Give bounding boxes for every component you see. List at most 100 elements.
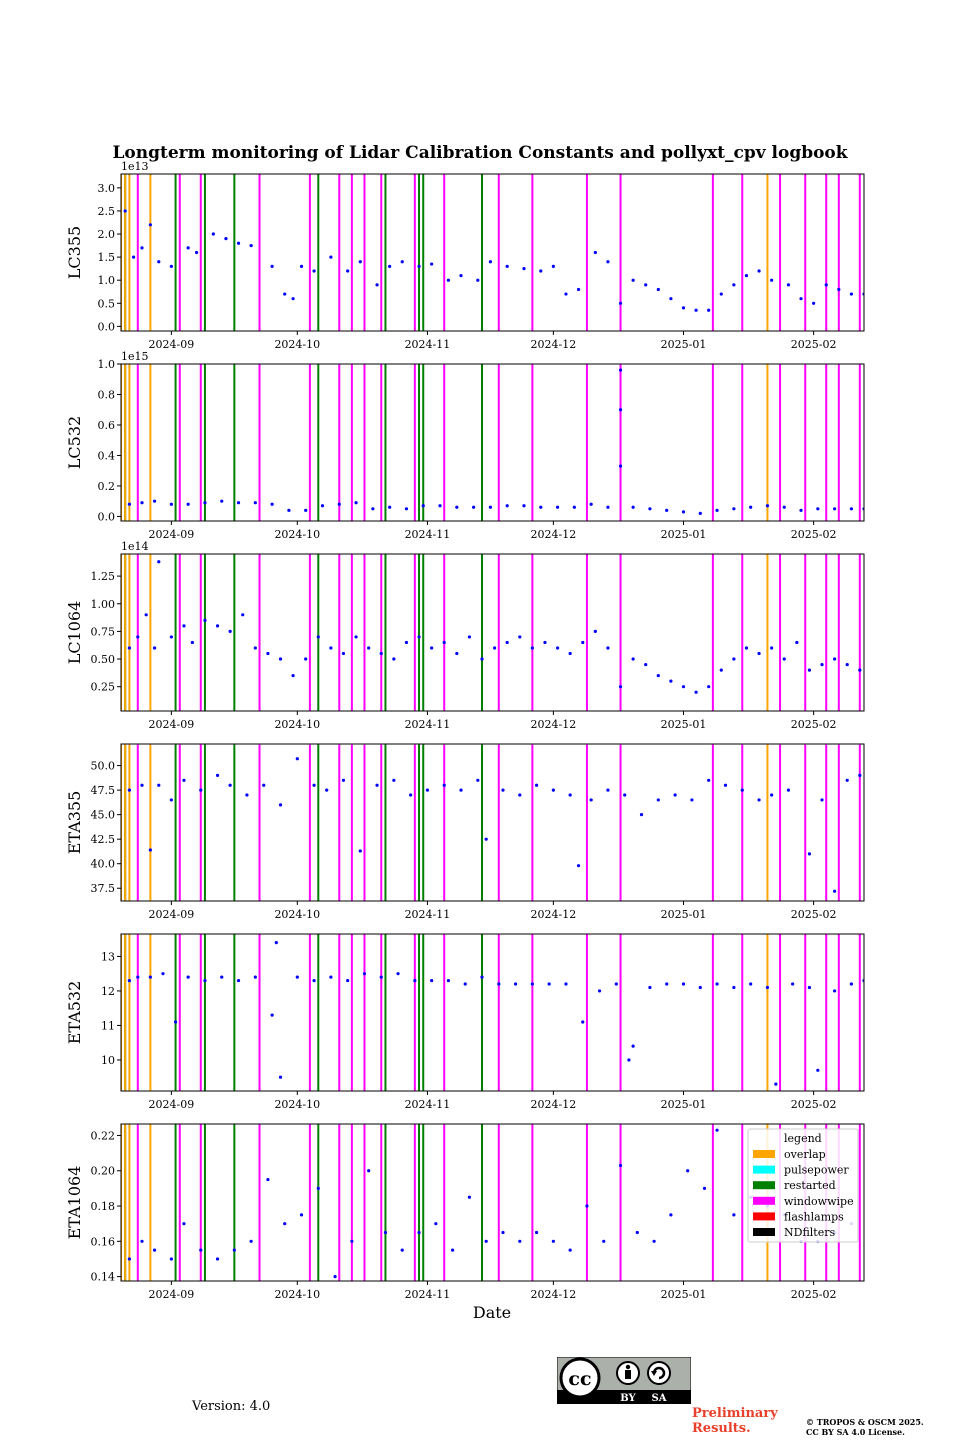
data-point xyxy=(786,788,791,792)
data-point xyxy=(144,613,148,617)
x-tick-label: 2024-10 xyxy=(274,528,320,541)
data-point xyxy=(203,978,207,983)
data-point xyxy=(522,504,526,508)
data-point xyxy=(203,618,207,622)
x-tick-label: 2024-11 xyxy=(405,1098,451,1111)
x-tick-label: 2024-11 xyxy=(405,908,451,921)
data-point xyxy=(837,287,841,292)
plot-area xyxy=(121,174,864,331)
data-point xyxy=(858,668,862,672)
data-point xyxy=(220,499,224,503)
data-point xyxy=(732,985,736,990)
data-point xyxy=(694,690,698,694)
x-axis-label: Date xyxy=(473,1303,511,1322)
data-point xyxy=(518,635,522,639)
data-point xyxy=(845,778,849,782)
data-point xyxy=(434,1222,438,1226)
x-tick-label: 2024-10 xyxy=(274,1098,320,1111)
copyright-line-2: CC BY SA 4.0 License. xyxy=(806,1427,905,1437)
data-point xyxy=(262,783,266,787)
data-point xyxy=(413,978,417,983)
legend-swatch-overlap xyxy=(753,1150,775,1158)
y-tick-label: 50.0 xyxy=(91,760,116,773)
data-point xyxy=(299,1213,304,1217)
data-point xyxy=(858,773,862,778)
data-point xyxy=(199,1248,203,1252)
data-point xyxy=(291,297,295,301)
data-point xyxy=(442,640,446,645)
data-point xyxy=(186,246,190,250)
data-point xyxy=(782,657,786,661)
data-point xyxy=(732,1213,736,1217)
x-tick-label: 2024-12 xyxy=(531,908,577,921)
data-point xyxy=(194,250,199,255)
y-tick-label: 1.0 xyxy=(98,274,116,287)
data-point xyxy=(278,657,283,661)
data-point xyxy=(534,1230,539,1235)
data-point xyxy=(681,685,686,689)
attribution-icon xyxy=(616,1361,640,1385)
data-point xyxy=(472,505,476,509)
data-point xyxy=(765,985,770,990)
data-point xyxy=(480,657,484,661)
x-tick-label: 2025-01 xyxy=(661,1098,707,1111)
data-point xyxy=(618,368,623,372)
x-tick-label: 2025-01 xyxy=(661,338,707,351)
data-point xyxy=(446,978,451,983)
data-point xyxy=(681,510,686,514)
y-tick-label: 0.75 xyxy=(91,625,116,638)
data-point xyxy=(140,246,144,250)
data-point xyxy=(669,679,673,683)
data-point xyxy=(845,662,849,667)
legend-swatch-restarted xyxy=(753,1181,775,1190)
data-point xyxy=(774,1082,778,1086)
x-tick-label: 2024-12 xyxy=(531,718,577,731)
data-point xyxy=(593,250,597,255)
data-point xyxy=(404,640,409,645)
panel-eta1064: 0.14 0.16 0.18 0.20 0.22 2024-09 2024-10 2024-1… xyxy=(65,1123,865,1301)
data-point xyxy=(770,278,774,282)
data-point xyxy=(283,1222,287,1226)
panel-eta532: 10 11 12 13 2024-09 2024-10 2024-11 2024-12 2025… xyxy=(65,933,865,1111)
data-point xyxy=(744,646,749,650)
x-tick-label: 2025-02 xyxy=(791,718,837,731)
data-point xyxy=(127,646,131,650)
legend-box xyxy=(747,1128,859,1243)
data-point xyxy=(354,501,358,505)
data-point xyxy=(849,507,854,511)
data-point xyxy=(618,1163,623,1168)
data-point xyxy=(127,1257,131,1261)
x-tick-label: 2024-09 xyxy=(149,338,195,351)
data-point xyxy=(354,635,358,639)
data-point xyxy=(446,278,451,282)
data-point xyxy=(266,651,270,656)
x-tick-label: 2024-10 xyxy=(274,1288,320,1301)
y-tick-label: 0.5 xyxy=(98,297,116,310)
data-point xyxy=(442,783,446,787)
data-point xyxy=(228,783,232,787)
data-point xyxy=(539,269,543,273)
data-point xyxy=(253,501,257,505)
legend-swatch-flashlamps xyxy=(753,1212,775,1221)
y-exponent-label: 1e14 xyxy=(121,540,149,553)
legend-title: legend xyxy=(784,1132,822,1145)
data-point xyxy=(367,1169,371,1173)
data-point xyxy=(136,975,140,979)
data-point xyxy=(266,1177,270,1182)
data-point xyxy=(791,982,795,986)
data-point xyxy=(182,1222,186,1226)
data-point xyxy=(749,505,753,509)
data-point xyxy=(715,982,719,986)
data-point xyxy=(295,757,299,761)
y-exponent-label: 1e13 xyxy=(121,160,149,173)
data-point xyxy=(228,629,232,633)
data-point xyxy=(501,1230,505,1235)
data-point xyxy=(534,783,539,787)
y-tick-label: 0.6 xyxy=(98,419,116,432)
data-point xyxy=(169,502,173,506)
data-point xyxy=(551,264,555,268)
y-tick-label: 0.50 xyxy=(91,653,116,666)
y-tick-label: 2.5 xyxy=(98,205,116,218)
data-point xyxy=(215,624,220,628)
